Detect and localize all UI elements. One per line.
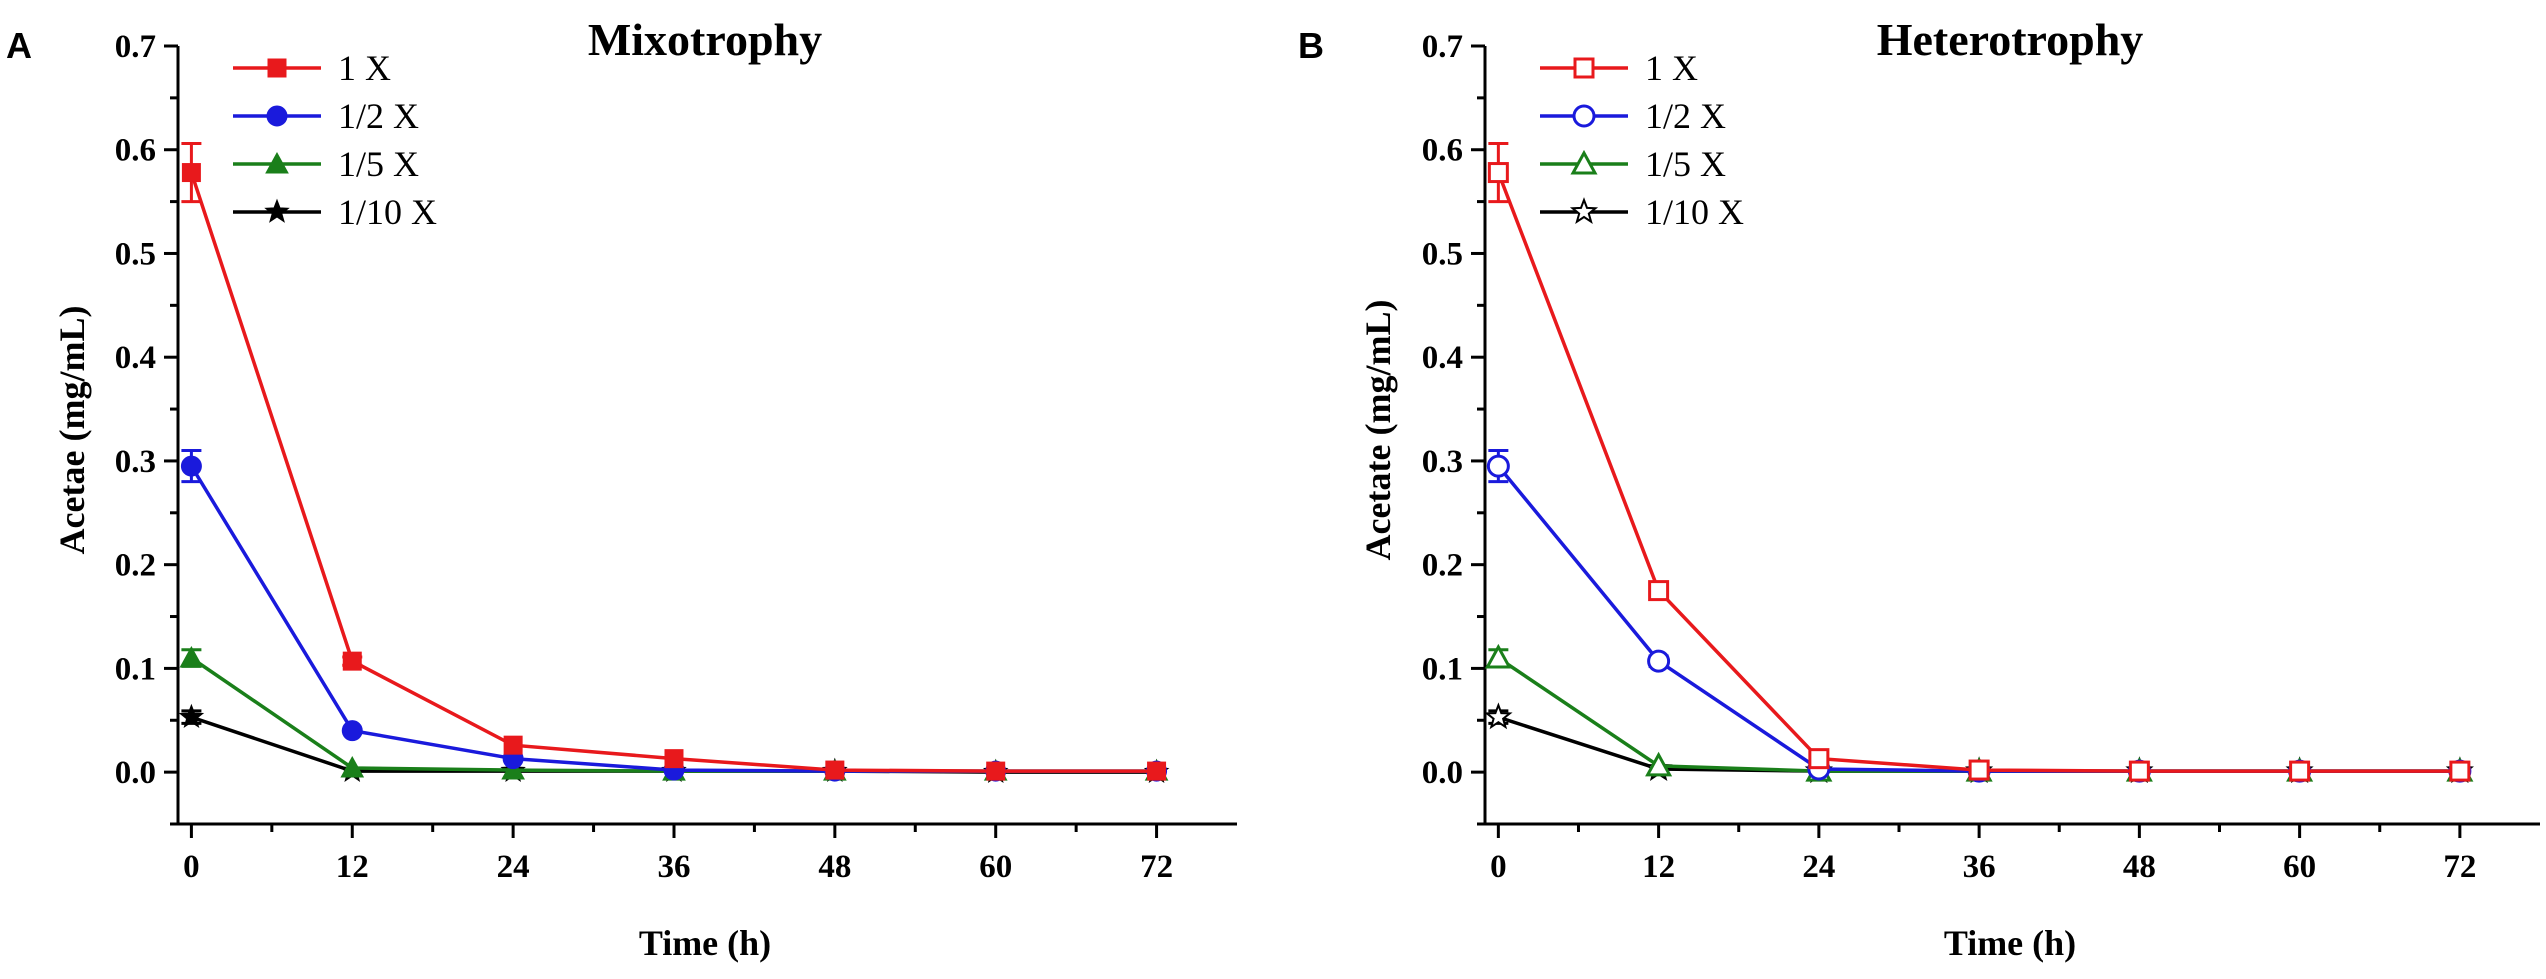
legend-label: 1/5 X xyxy=(1645,144,1726,184)
data-point xyxy=(2449,760,2471,782)
y-tick-label: 0.2 xyxy=(115,548,156,584)
data-point xyxy=(178,703,205,729)
legend-label: 1 X xyxy=(338,48,391,88)
legend-marker xyxy=(265,151,289,174)
x-tick-label: 0 xyxy=(183,849,200,885)
data-point xyxy=(2128,760,2150,782)
legend-marker xyxy=(1569,197,1599,225)
panel-a: A Mixotrophy Time (h) Acetae (mg/mL) 0 12… xyxy=(6,14,1237,963)
x-tick-label: 60 xyxy=(979,849,1012,885)
data-point xyxy=(181,163,201,183)
y-tick-label: 0.1 xyxy=(115,651,156,687)
y-tick-label: 0.1 xyxy=(1422,651,1463,687)
data-point xyxy=(825,760,845,780)
legend-label: 1/10 X xyxy=(338,192,437,232)
y-tick-label: 0.3 xyxy=(1422,444,1463,480)
x-tick-label: 72 xyxy=(2443,849,2476,885)
y-tick-label: 0.4 xyxy=(115,340,156,376)
y-tick-label: 0.7 xyxy=(1422,29,1463,65)
data-point xyxy=(179,645,204,668)
x-tick-label: 36 xyxy=(1963,849,1996,885)
x-tick-label: 0 xyxy=(1490,849,1507,885)
data-point xyxy=(1645,751,1673,777)
data-point xyxy=(340,755,365,778)
data-point xyxy=(1647,649,1671,673)
y-tick-label: 0.6 xyxy=(115,133,156,169)
y-tick-label: 0.7 xyxy=(115,29,156,65)
chart-title: Mixotrophy xyxy=(588,14,822,65)
data-point xyxy=(2289,760,2311,782)
legend-marker xyxy=(264,198,290,223)
series-line xyxy=(189,172,1157,773)
data-point xyxy=(1968,759,1990,781)
data-point xyxy=(1484,643,1512,669)
data-point xyxy=(1648,580,1670,602)
x-tick-label: 72 xyxy=(1140,849,1173,885)
series-line xyxy=(1497,464,2460,773)
data-point xyxy=(1147,761,1167,781)
legend-label: 1 X xyxy=(1645,48,1698,88)
x-axis-label: Time (h) xyxy=(639,923,771,963)
legend-marker xyxy=(266,105,288,127)
x-tick-label: 36 xyxy=(657,849,690,885)
y-axis-label: Acetae (mg/mL) xyxy=(52,306,92,555)
panel-letter: B xyxy=(1298,25,1324,66)
data-point xyxy=(503,735,523,755)
x-tick-label: 48 xyxy=(2123,849,2156,885)
y-tick-label: 0.4 xyxy=(1422,340,1463,376)
y-tick-label: 0.0 xyxy=(1422,755,1463,791)
legend-label: 1/10 X xyxy=(1645,192,1744,232)
series-line xyxy=(1496,171,2460,773)
legend-marker xyxy=(1570,149,1598,175)
data-point xyxy=(1808,748,1830,770)
y-tick-label: 0.5 xyxy=(115,236,156,272)
data-point xyxy=(342,651,362,671)
x-tick-label: 60 xyxy=(2283,849,2316,885)
data-point xyxy=(986,761,1006,781)
data-point xyxy=(180,455,202,477)
legend-label: 1/5 X xyxy=(338,144,419,184)
series-line xyxy=(189,465,1157,773)
panel-letter: A xyxy=(6,25,32,66)
y-tick-label: 0.6 xyxy=(1422,133,1463,169)
x-tick-label: 24 xyxy=(1802,849,1835,885)
legend-label: 1/2 X xyxy=(338,96,419,136)
y-tick-label: 0.0 xyxy=(115,755,156,791)
data-point xyxy=(341,720,363,742)
y-tick-label: 0.3 xyxy=(115,444,156,480)
x-tick-label: 12 xyxy=(336,849,369,885)
legend-label: 1/2 X xyxy=(1645,96,1726,136)
x-tick-label: 12 xyxy=(1642,849,1675,885)
chart-title: Heterotrophy xyxy=(1877,14,2144,65)
y-tick-label: 0.2 xyxy=(1422,548,1463,584)
series-line xyxy=(1497,656,2460,773)
x-tick-label: 48 xyxy=(818,849,851,885)
data-point xyxy=(1487,162,1509,184)
data-point xyxy=(1486,454,1510,478)
x-tick-label: 24 xyxy=(497,849,530,885)
legend-marker xyxy=(1572,104,1596,128)
y-axis-label: Acetate (mg/mL) xyxy=(1358,300,1398,561)
data-point xyxy=(664,749,684,769)
x-axis-label: Time (h) xyxy=(1944,923,2076,963)
data-point xyxy=(1484,702,1513,730)
y-tick-label: 0.5 xyxy=(1422,236,1463,272)
legend-marker xyxy=(267,58,287,78)
panel-b: B Heterotrophy Time (h) Acetate (mg/mL) … xyxy=(1298,14,2540,963)
legend-marker xyxy=(1573,57,1595,79)
